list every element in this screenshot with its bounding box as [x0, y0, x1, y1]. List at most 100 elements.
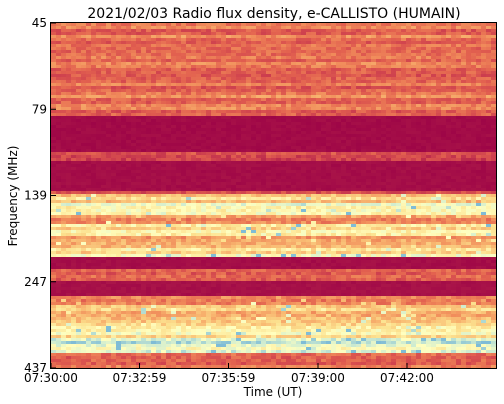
spectrogram-cell [441, 152, 446, 155]
spectrogram-cell [191, 59, 196, 62]
spectrogram-cell [306, 53, 311, 56]
spectrogram-cell [81, 53, 86, 56]
spectrogram-cell [411, 167, 416, 170]
spectrogram-cell [426, 128, 431, 131]
spectrogram-cell [286, 80, 291, 83]
spectrogram-cell [116, 152, 121, 155]
spectrogram-cell [416, 179, 421, 182]
spectrogram-cell [226, 62, 231, 65]
spectrogram-cell [431, 164, 436, 167]
spectrogram-cell [116, 161, 121, 164]
spectrogram-cell [461, 65, 466, 68]
spectrogram-cell [466, 53, 471, 56]
spectrogram-cell [321, 32, 326, 35]
spectrogram-cell [446, 95, 451, 98]
spectrogram-cell [76, 176, 81, 179]
spectrogram-cell [61, 110, 66, 113]
spectrogram-cell [81, 146, 86, 149]
spectrogram-cell [91, 140, 96, 143]
spectrogram-cell [391, 107, 396, 110]
spectrogram-cell [486, 56, 491, 59]
spectrogram-cell [366, 164, 371, 167]
spectrogram-cell [216, 41, 221, 44]
spectrogram-cell [186, 179, 191, 182]
spectrogram-cell [351, 35, 356, 38]
spectrogram-cell [236, 182, 241, 185]
spectrogram-cell [106, 173, 111, 176]
spectrogram-cell [186, 104, 191, 107]
spectrogram-cell [146, 149, 151, 152]
spectrogram-cell [416, 140, 421, 143]
spectrogram-cell [376, 146, 381, 149]
spectrogram-cell [211, 158, 216, 161]
spectrogram-cell [376, 92, 381, 95]
spectrogram-cell [466, 26, 471, 29]
spectrogram-cell [396, 107, 401, 110]
spectrogram-cell [76, 173, 81, 176]
spectrogram-cell [271, 32, 276, 35]
spectrogram-cell [471, 71, 476, 74]
spectrogram-cell [211, 104, 216, 107]
spectrogram-cell [291, 71, 296, 74]
spectrogram-cell [231, 71, 236, 74]
spectrogram-cell [221, 80, 226, 83]
spectrogram-cell [81, 83, 86, 86]
spectrogram-cell [181, 71, 186, 74]
spectrogram-cell [251, 119, 256, 122]
spectrogram-cell [236, 110, 241, 113]
spectrogram-cell [126, 53, 131, 56]
spectrogram-cell [336, 137, 341, 140]
spectrogram-cell [51, 125, 56, 128]
spectrogram-cell [151, 161, 156, 164]
spectrogram-cell [331, 95, 336, 98]
spectrogram-cell [146, 161, 151, 164]
spectrogram-cell [221, 161, 226, 164]
spectrogram-cell [56, 176, 61, 179]
spectrogram-cell [446, 170, 451, 173]
spectrogram-cell [271, 92, 276, 95]
spectrogram-cell [431, 110, 436, 113]
spectrogram-cell [111, 74, 116, 77]
spectrogram-cell [271, 140, 276, 143]
spectrogram-cell [491, 98, 496, 101]
spectrogram-cell [321, 152, 326, 155]
spectrogram-cell [266, 38, 271, 41]
spectrogram-cell [146, 65, 151, 68]
spectrogram-cell [126, 86, 131, 89]
spectrogram-cell [211, 134, 216, 137]
spectrogram-cell [471, 50, 476, 53]
spectrogram-cell [336, 47, 341, 50]
spectrogram-cell [396, 56, 401, 59]
spectrogram-cell [156, 122, 161, 125]
spectrogram-cell [361, 179, 366, 182]
spectrogram-cell [236, 92, 241, 95]
spectrogram-cell [86, 38, 91, 41]
spectrogram-cell [131, 116, 136, 119]
spectrogram-cell [306, 95, 311, 98]
spectrogram-cell [201, 173, 206, 176]
spectrogram-cell [451, 98, 456, 101]
spectrogram-cell [71, 128, 76, 131]
spectrogram-cell [301, 158, 306, 161]
spectrogram-cell [221, 86, 226, 89]
spectrogram-cell [56, 47, 61, 50]
spectrogram-cell [316, 86, 321, 89]
spectrogram-cell [101, 98, 106, 101]
spectrogram-cell [391, 110, 396, 113]
spectrogram-cell [366, 26, 371, 29]
spectrogram-cell [401, 71, 406, 74]
spectrogram-cell [246, 23, 251, 26]
spectrogram-cell [366, 173, 371, 176]
spectrogram-cell [146, 68, 151, 71]
spectrogram-cell [381, 134, 386, 137]
spectrogram-cell [221, 74, 226, 77]
spectrogram-cell [326, 119, 331, 122]
spectrogram-cell [151, 101, 156, 104]
spectrogram-cell [256, 167, 261, 170]
spectrogram-cell [106, 65, 111, 68]
spectrogram-cell [116, 47, 121, 50]
spectrogram-cell [111, 161, 116, 164]
spectrogram-cell [271, 89, 276, 92]
spectrogram-cell [276, 170, 281, 173]
spectrogram-cell [51, 152, 56, 155]
